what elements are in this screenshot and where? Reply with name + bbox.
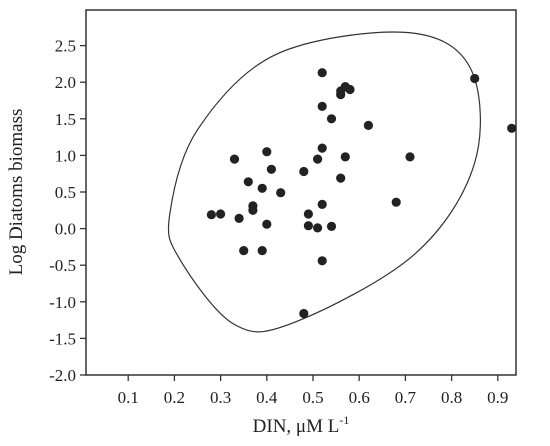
data-point-layer <box>206 68 517 319</box>
data-point <box>234 213 244 223</box>
data-point <box>313 223 323 233</box>
data-point <box>248 201 258 211</box>
y-tick-label: 0.0 <box>55 220 76 239</box>
data-point <box>229 154 240 164</box>
data-point <box>317 101 327 111</box>
y-tick-label: 1.0 <box>55 146 76 165</box>
data-point <box>257 183 267 193</box>
data-point <box>317 143 327 153</box>
data-point <box>257 246 267 256</box>
data-point <box>243 177 253 187</box>
data-point <box>303 209 313 219</box>
data-point <box>262 147 272 157</box>
x-tick-label: 0.5 <box>302 388 323 407</box>
data-point <box>336 90 346 100</box>
data-point <box>470 73 480 84</box>
data-point <box>262 219 272 229</box>
x-axis-label-text: DIN, μM L <box>253 416 340 437</box>
data-point <box>303 221 313 231</box>
x-tick-label: 0.7 <box>395 388 417 407</box>
y-tick-label: -2.0 <box>49 366 76 385</box>
data-point <box>345 84 355 95</box>
data-point <box>206 210 216 220</box>
y-tick-label: 2.0 <box>55 73 76 92</box>
data-point <box>391 197 401 207</box>
x-tick-label: 0.9 <box>487 388 508 407</box>
data-point <box>317 199 327 209</box>
data-point <box>363 120 373 130</box>
data-point <box>313 154 323 164</box>
x-tick-label: 0.3 <box>210 388 231 407</box>
data-point <box>276 188 286 198</box>
data-point <box>405 152 415 162</box>
y-tick-label: 2.5 <box>55 37 76 56</box>
x-axis-label-superscript: -1 <box>339 413 349 427</box>
data-point <box>266 164 276 174</box>
tick-layer: -2.0 -1.5 -1.0 -0.5 0.0 0.5 1.0 1.5 2.0 2.5 0.1 0.2… <box>49 37 508 407</box>
x-tick-label: 0.2 <box>164 388 185 407</box>
x-axis-label: DIN, μM L-1 <box>253 413 350 437</box>
y-tick-label: -0.5 <box>49 256 76 275</box>
y-tick-label: -1.5 <box>49 329 76 348</box>
data-point <box>239 246 249 256</box>
data-point <box>336 173 346 183</box>
confidence-ellipse-layer <box>167 31 481 333</box>
y-tick-label: 0.5 <box>55 183 76 202</box>
y-tick-label: -1.0 <box>49 293 76 312</box>
data-point <box>340 152 350 162</box>
data-point <box>326 114 337 124</box>
data-point <box>216 209 226 219</box>
data-point <box>299 166 309 177</box>
data-point <box>507 123 517 133</box>
x-tick-label: 0.4 <box>256 388 278 407</box>
x-tick-label: 0.6 <box>349 388 370 407</box>
data-point <box>317 256 327 266</box>
data-point <box>317 68 327 78</box>
x-tick-label: 0.1 <box>118 388 139 407</box>
y-tick-label: 1.5 <box>55 110 76 129</box>
x-tick-label: 0.8 <box>441 388 462 407</box>
y-axis-label: Log Diatoms biomass <box>6 109 27 276</box>
data-point <box>299 308 309 319</box>
data-point <box>326 221 337 231</box>
confidence-ellipse <box>167 31 481 333</box>
